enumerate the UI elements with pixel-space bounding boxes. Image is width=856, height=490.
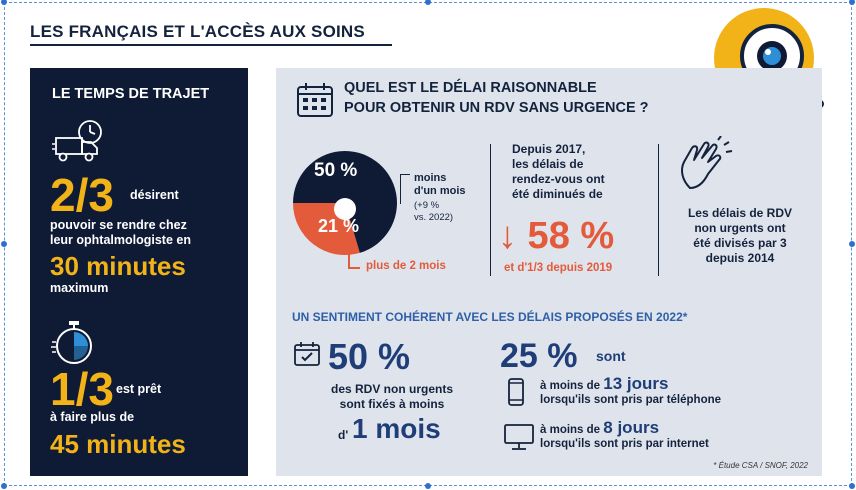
resize-handle-bottom-right[interactable] [849, 483, 855, 489]
source-note: * Étude CSA / SNOF, 2022 [713, 461, 808, 470]
since-line2: les délais de [512, 157, 584, 171]
divided-line4: depuis 2014 [705, 251, 775, 265]
phone-delay-line1: à moins de 13 jours [540, 374, 668, 394]
resize-handle-bottom-center[interactable] [425, 483, 431, 489]
pie-note: moins d'un mois [414, 172, 466, 198]
pie-note-comparison: (+9 % vs. 2022) [414, 200, 453, 224]
stat-50-percent-under-one-month: 50 % [328, 336, 411, 377]
clapping-hands-icon [681, 136, 733, 189]
pie-label-under-one-month: 50 % [314, 160, 358, 181]
stat-one-third: 1/3 [50, 363, 114, 415]
pie-leader-vertical [348, 244, 350, 268]
calendar-icon [297, 83, 333, 117]
stat-one-month: 1 mois [352, 413, 441, 444]
reduction-58-percent: ↓ 58 % [498, 215, 615, 257]
resize-handle-middle-right[interactable] [849, 241, 855, 247]
pie-leader-bracket [400, 174, 410, 204]
stat1-text-line4: maximum [50, 281, 109, 295]
page-title: LES FRANÇAIS ET L'ACCÈS AUX SOINS [30, 22, 365, 41]
phone-delay-days: 13 jours [603, 374, 669, 393]
stat1-text-line1: désirent [130, 188, 179, 202]
delivery-clock-icon [52, 120, 102, 162]
stat-two-thirds: 2/3 [50, 169, 114, 221]
pie-note-small-line1: (+9 % [414, 200, 440, 211]
pie-leader-horizontal [348, 267, 360, 269]
delay-pie-chart [293, 151, 397, 255]
divider-2 [658, 144, 659, 276]
phone-delay-prefix: à moins de [540, 380, 604, 392]
internet-delay-prefix: à moins de [540, 424, 604, 436]
stopwatch-icon [51, 321, 92, 364]
phone-delay-line2: lorsqu'ils sont pris par téléphone [540, 394, 722, 406]
divided-by-three-text: Les délais de RDV non urgents ont été di… [678, 206, 802, 266]
monitor-icon [504, 424, 534, 450]
divided-line1: Les délais de RDV [687, 206, 793, 220]
stat-25-sont: sont [596, 348, 626, 364]
resize-handle-middle-left[interactable] [1, 241, 7, 247]
resize-handle-bottom-left[interactable] [1, 483, 7, 489]
stat-45-minutes: 45 minutes [50, 429, 186, 459]
internet-delay-days: 8 jours [603, 418, 660, 437]
calendar-check-icon [294, 342, 320, 366]
divided-line3: été divisés par 3 [693, 236, 787, 250]
pie-note-line2: d'un mois [414, 185, 466, 197]
pie-more-than-two-months: plus de 2 mois [366, 260, 446, 272]
stat2-text-line2: à faire plus de [50, 410, 135, 424]
non-urgent-rdv-text: des RDV non urgents sont fixés à moins [328, 382, 456, 412]
resize-handle-top-center[interactable] [425, 0, 431, 5]
stat-25-percent: 25 % [500, 337, 578, 375]
travel-time-panel: LE TEMPS DE TRAJET 2/3 désirent pouvoir … [30, 68, 248, 476]
since-2017-text: Depuis 2017, les délais de rendez-vous o… [512, 142, 605, 202]
delay-question-line1: QUEL EST LE DÉLAI RAISONNABLE [344, 80, 597, 96]
delay-panel: QUEL EST LE DÉLAI RAISONNABLE POUR OBTEN… [276, 68, 822, 476]
resize-handle-top-right[interactable] [849, 0, 855, 5]
delay-question-line2: POUR OBTENIR UN RDV SANS URGENCE ? [344, 100, 649, 116]
divided-line2: non urgents ont [694, 221, 786, 235]
resize-handle-top-left[interactable] [1, 0, 7, 5]
since-line3: rendez-vous ont [512, 172, 605, 186]
pie-label-over-two-months: 21 % [318, 216, 360, 236]
sentiment-heading: UN SENTIMENT COHÉRENT AVEC LES DÉLAIS PR… [292, 310, 688, 324]
since-line1: Depuis 2017, [512, 142, 586, 156]
stat1-text-line2: pouvoir se rendre chez [50, 218, 187, 232]
pie-center-dot [334, 198, 356, 220]
rdv-line1: des RDV non urgents [330, 382, 453, 396]
title-underline [30, 44, 392, 46]
stat1-text-line3: leur ophtalmologiste en [50, 233, 191, 247]
since-2019-text: et d'1/3 depuis 2019 [504, 262, 613, 274]
stat-30-minutes: 30 minutes [50, 251, 186, 281]
pie-note-line1: moins [414, 172, 447, 184]
since-line4: été diminués de [512, 187, 603, 201]
pie-note-small-line2: vs. 2022) [414, 212, 454, 223]
phone-icon [508, 378, 524, 406]
delay-question: QUEL EST LE DÉLAI RAISONNABLE POUR OBTEN… [344, 78, 649, 118]
internet-delay-line1: à moins de 8 jours [540, 418, 659, 438]
rdv-d-prefix: d' [338, 428, 349, 442]
divider-1 [490, 144, 491, 276]
travel-time-heading: LE TEMPS DE TRAJET [52, 86, 210, 102]
stat2-text-line1: est prêt [116, 382, 162, 396]
rdv-line2: sont fixés à moins [339, 397, 445, 411]
internet-delay-line2: lorsqu'ils sont pris par internet [540, 438, 709, 450]
